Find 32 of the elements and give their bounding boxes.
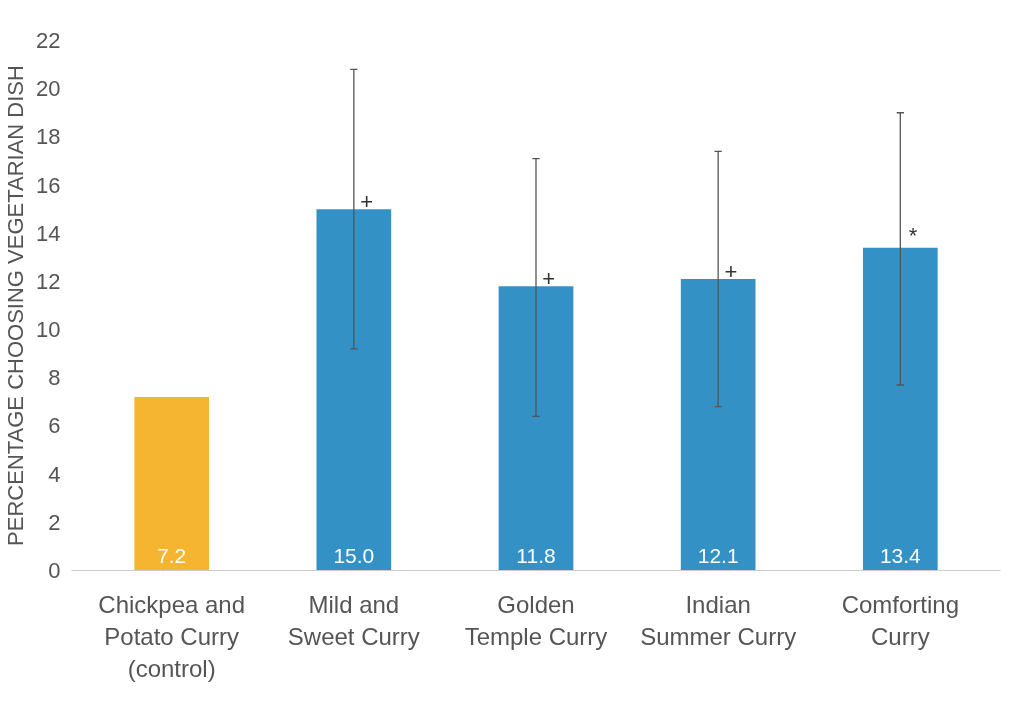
y-tick-label: 16 xyxy=(36,172,61,198)
x-tick-label: Golden Temple Curry xyxy=(464,590,608,650)
annotation: * xyxy=(908,222,918,248)
data-label: 15.0 xyxy=(333,544,375,568)
y-tick-label: 20 xyxy=(36,76,61,102)
y-tick-label: 14 xyxy=(36,220,61,246)
x-tick-label: Comforting Curry xyxy=(841,590,959,650)
bar xyxy=(862,247,938,571)
y-tick-label: 18 xyxy=(36,124,61,150)
y-axis-title: PERCENTAGE CHOOSING VEGETARIAN DISH xyxy=(3,65,29,546)
y-tick-label: 8 xyxy=(48,365,61,391)
y-tick-label: 10 xyxy=(36,317,61,343)
bar xyxy=(498,286,574,571)
bar xyxy=(134,397,210,571)
data-label: 13.4 xyxy=(879,544,922,568)
annotation: + xyxy=(360,189,374,215)
y-tick-label: 22 xyxy=(36,28,61,53)
x-tick-label: Indian Summer Curry xyxy=(640,590,797,650)
y-tick-label: 4 xyxy=(48,461,61,487)
y-tick-label: 12 xyxy=(36,268,61,294)
data-label: 11.8 xyxy=(516,544,556,568)
y-tick-label: 2 xyxy=(48,509,61,535)
bar xyxy=(680,279,756,571)
annotation: + xyxy=(542,266,556,292)
y-tick-label: 0 xyxy=(48,558,61,583)
data-label: 12.1 xyxy=(697,544,739,568)
data-label: 7.2 xyxy=(157,544,187,568)
y-tick-label: 6 xyxy=(48,413,61,439)
x-tick-label: Mild and Sweet Curry xyxy=(287,590,420,650)
bar xyxy=(316,209,392,571)
x-tick-label: Chickpea and Potato Curry (control) xyxy=(98,590,246,683)
annotation: + xyxy=(724,259,738,284)
